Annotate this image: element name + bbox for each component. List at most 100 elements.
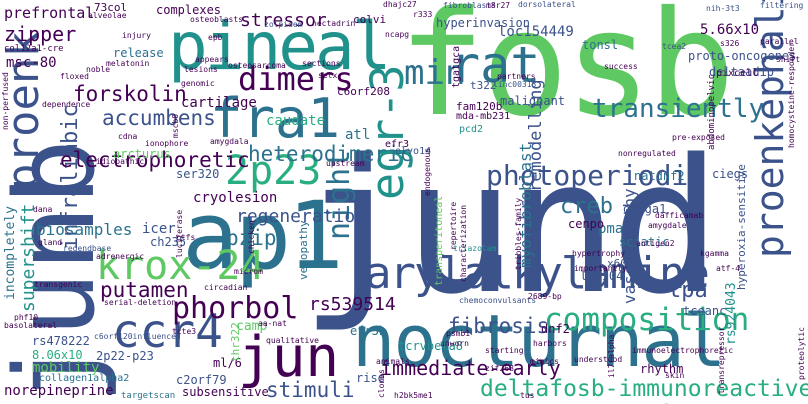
word-mscb0: mscb0 [171, 113, 180, 138]
word-fam120b: fam120b [456, 100, 503, 113]
word-tonsl: tonsl [582, 38, 619, 52]
word-mobility: mobility [32, 360, 100, 376]
word-tcte3: tcte3 [172, 327, 197, 336]
word-osteosarcoma: osteosarcoma [228, 61, 286, 70]
word-5.66x10: 5.66x10 [700, 22, 760, 38]
word-rise: rise [356, 371, 385, 385]
word-2p22-p23: 2p22-p23 [96, 349, 154, 363]
word-pma: pma [598, 221, 624, 237]
word-upstream: upstream [326, 159, 365, 168]
word-bzip: bzip [226, 226, 277, 250]
word-fra1: fra1 [210, 87, 341, 150]
word-rs539514: rs539514 [309, 294, 396, 315]
word-ap1: ap1 [182, 182, 344, 291]
word-genomic: genomic [181, 79, 215, 88]
word-circadian: circadian [204, 283, 248, 292]
word-osteoblasts: osteoblasts [190, 15, 243, 24]
word-t322: t322 [470, 79, 497, 92]
word-endogenous: endogenous [423, 147, 432, 196]
word-noble: noble [86, 65, 111, 74]
word-heterodimeric: heterodimeric [248, 142, 413, 166]
word-idiopathic: idiopathic [96, 157, 145, 166]
word-gland: gland [38, 238, 63, 247]
word-stimuli: stimuli [266, 378, 355, 402]
word-amygdale: amygdale [648, 221, 687, 230]
word-caudate: caudate [266, 113, 326, 129]
word-dorsolateral: dorsolateral [518, 0, 576, 9]
word-skin: skin [665, 371, 685, 380]
word-loc154449: loc154449 [498, 24, 574, 40]
word-mda-mb231: mda-mb231 [456, 111, 511, 122]
word-filtering: filtering [760, 1, 804, 10]
word-clones: clones [377, 369, 386, 398]
word-composition: composition [544, 302, 750, 338]
word-msc-80: msc-80 [6, 55, 57, 71]
word-ncapg: ncapg [385, 30, 410, 39]
word-hyperinvasion: hyperinvasion [436, 16, 530, 30]
word-norepineprine: norepineprine [4, 383, 114, 399]
word-starting: starting [485, 346, 524, 355]
word-transperitoneal: transperitoneal [434, 195, 445, 286]
word-m8r27: m8r27 [486, 1, 511, 10]
word-shift: shift [776, 55, 801, 64]
word-ciegs: ciegs [712, 167, 749, 181]
word-dafficamab: dafficamab [655, 211, 704, 220]
word-nih-3t3: nih-3t3 [706, 4, 740, 13]
word-cdna: cdna [118, 132, 138, 141]
word-collagen1alpha2: collagen1alpha2 [39, 373, 130, 384]
word-psmb1: psmb1 [446, 329, 471, 338]
word-non-perfused: non-perfused [1, 72, 10, 130]
word-immunoelectrophoretic: immunoelectrophoretic [632, 346, 734, 355]
word-incompletely: incompletely [3, 206, 18, 300]
word-prefrontal: prefrontal [4, 4, 95, 22]
word-serial-deletion: serial-deletion [104, 298, 177, 307]
word-qualitative: qualitative [266, 336, 319, 345]
word-nocturnal: nocturnal [352, 299, 726, 383]
word-8.06x10: 8.06x10 [32, 348, 83, 362]
word-col12a1-cre: col12a1-cre [4, 44, 64, 54]
word-efr3b: efr3b [350, 324, 387, 338]
word-injury: injury [122, 31, 151, 40]
word-dependence: dependence [42, 100, 91, 109]
word-venopathy: venopathy [297, 220, 310, 280]
word-pre-exposed: pre-exposed [672, 133, 725, 142]
word-deltaadip: deltaadip [709, 65, 775, 79]
word-chicken: chicken [247, 220, 256, 254]
word-tribbles-family: tribbles-family [514, 197, 523, 270]
word-transgenic: transgenic [34, 280, 83, 289]
word-transrepressor: transrepressor [717, 326, 726, 394]
word-jun: jun [238, 325, 340, 390]
word-2689-bp: 2689-bp [528, 292, 562, 301]
word-mimics: mimics [530, 357, 559, 366]
word-antigen2: antigen2 [636, 239, 675, 248]
word-fibrosis: fibrosis [448, 314, 550, 338]
word-omega1: omega1 [623, 202, 667, 216]
word-tgatgca: tgatgca [451, 45, 462, 88]
word-fosb: fosb [398, 0, 735, 149]
word-tceanc: tceanc [683, 304, 727, 318]
word-tcea2: tcea2 [662, 42, 687, 51]
word-c6orf120influenced: c6orf120influenced [94, 332, 181, 341]
word-cenpo: cenpo [568, 217, 605, 231]
word-proteolytic: proteolytic [797, 327, 806, 380]
word-unworn: unworn [440, 339, 469, 348]
word-h2bk5me1: h2bk5me1 [394, 391, 433, 400]
word-colvi: colvi [353, 13, 387, 26]
word-ch235: ch235 [150, 235, 187, 249]
word-dimers: dimers [238, 60, 354, 98]
word-microm: microm [234, 267, 263, 276]
word-ctfs: ctfs [176, 233, 196, 242]
word-appears: appears [195, 55, 229, 64]
word-min: min [404, 53, 466, 93]
word-cryolesion: cryolesion [193, 190, 278, 206]
word-immediate-early: immediate-early [380, 356, 561, 380]
word-proto-oncogenes: proto-oncogenes [688, 49, 797, 63]
word-success: success [604, 62, 638, 71]
word-dhajc27: dhajc27 [383, 0, 417, 9]
word-regendbase: regendbase [63, 244, 112, 253]
word-c6orf208: c6orf208 [337, 85, 390, 98]
word-lesions: lesions [184, 65, 218, 74]
word-kgamma: kgamma [700, 249, 729, 258]
word-animals: animals [376, 357, 410, 366]
word-melatonin: melatonin [106, 59, 150, 68]
